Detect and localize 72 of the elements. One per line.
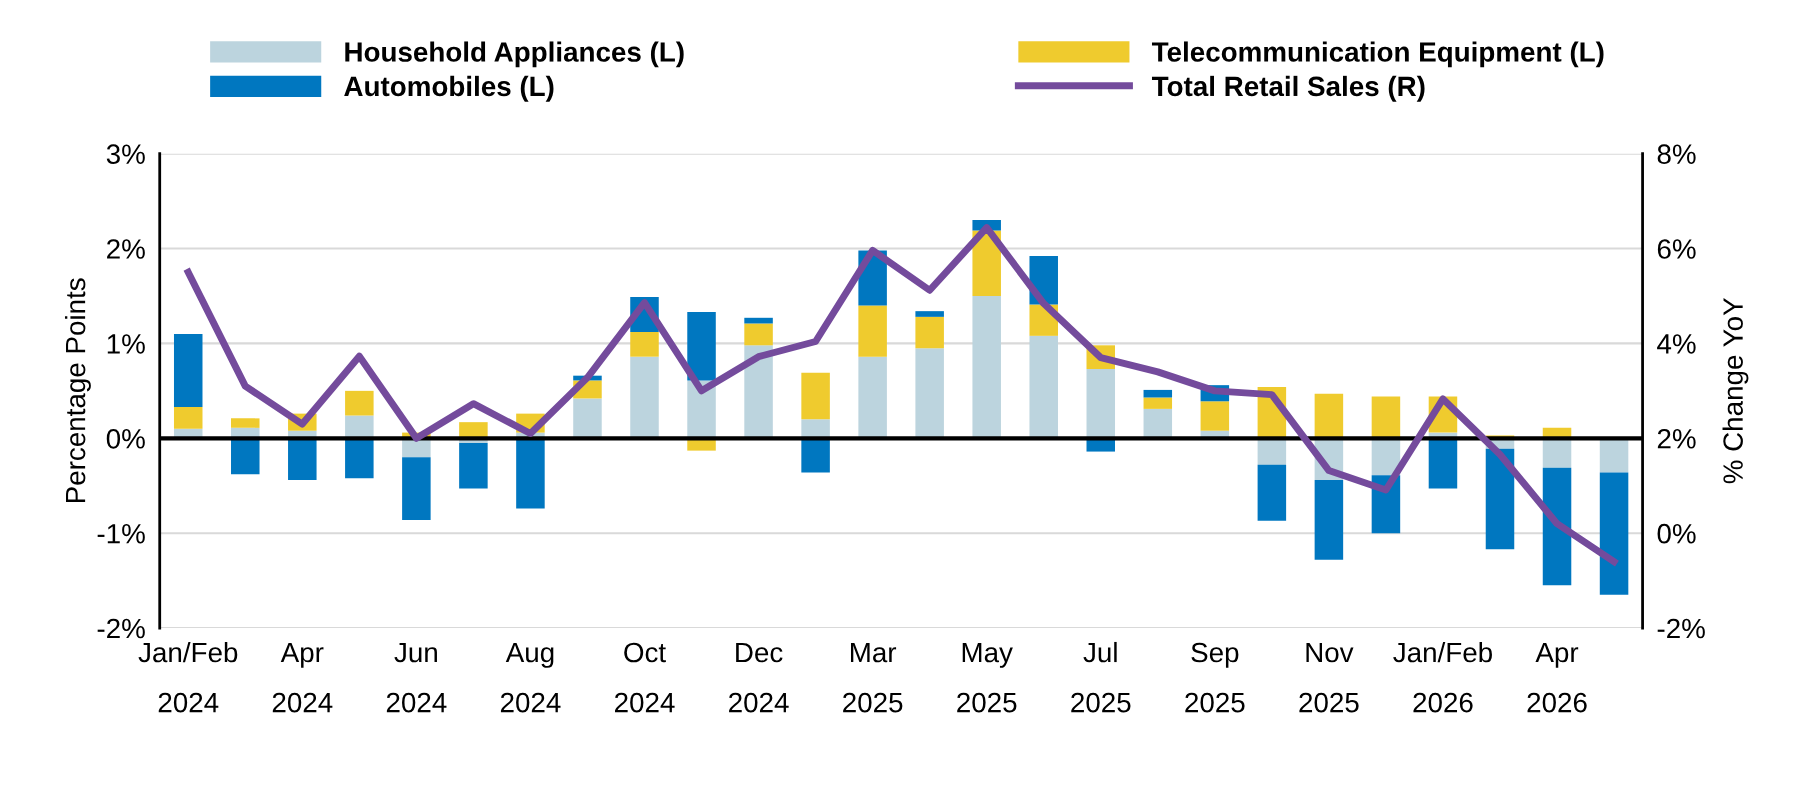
y2-tick-label: 8%	[1657, 144, 1696, 164]
bar	[915, 316, 944, 349]
bar	[573, 398, 602, 439]
bar	[801, 438, 830, 473]
bar	[1257, 438, 1287, 465]
x-tick-label: Jan/Feb 2026	[1393, 641, 1492, 713]
bar	[801, 372, 830, 420]
bar	[1485, 448, 1515, 550]
x-tick-label: Jul 2025	[1071, 641, 1131, 713]
x-tick-label: Apr 2024	[272, 642, 333, 713]
bar	[1314, 393, 1344, 439]
bar	[1086, 369, 1116, 439]
bar	[915, 311, 944, 317]
bar	[858, 356, 887, 439]
y-tick-label: 3%	[106, 144, 145, 164]
bar	[173, 406, 203, 429]
bar	[402, 457, 431, 520]
bar	[1314, 480, 1344, 560]
bar	[231, 418, 260, 428]
y-tick-label: 2%	[107, 239, 145, 259]
bar	[687, 312, 716, 381]
bar	[858, 305, 887, 357]
bar	[231, 438, 260, 475]
x-tick-label: Jun 2024	[386, 642, 447, 713]
y2-tick-label: 0%	[1657, 523, 1696, 544]
legend-label: Total Retail Sales (R)	[1151, 75, 1425, 102]
bar	[1428, 438, 1458, 489]
x-tick-label: Aug 2024	[500, 642, 561, 713]
bar	[1257, 464, 1287, 521]
x-tick-label: May 2025	[957, 642, 1017, 713]
x-tick-label: Apr 2026	[1527, 642, 1587, 713]
bar	[516, 438, 545, 509]
legend-label: Telecommunication Equipment (L)	[1151, 41, 1604, 68]
bar	[1599, 438, 1629, 473]
bar	[345, 438, 374, 479]
bar	[1542, 438, 1572, 468]
bar	[345, 390, 374, 416]
bar	[173, 333, 203, 407]
y2-tick-label: -2%	[1657, 618, 1705, 639]
y-tick-label: 1%	[107, 334, 145, 354]
bar	[744, 317, 773, 324]
bar	[1542, 467, 1572, 586]
x-tick-label: Dec 2024	[729, 642, 789, 713]
bar	[1200, 401, 1230, 431]
legend-label: Household Appliances (L)	[345, 41, 684, 68]
bar	[915, 348, 944, 439]
bar	[1371, 396, 1401, 439]
x-tick-label: Mar 2025	[843, 642, 903, 713]
bar	[459, 443, 488, 489]
bar	[288, 438, 317, 481]
x-tick-label: Oct 2024	[615, 642, 675, 713]
y-tick-label: -2%	[97, 618, 145, 639]
legend-label: Automobiles (L)	[344, 75, 554, 102]
bar	[1599, 472, 1629, 595]
y2-axis-title: % Change YoY	[1722, 298, 1749, 484]
y-tick-label: -1%	[97, 523, 145, 544]
x-tick-label: Nov 2025	[1299, 642, 1359, 713]
bar	[630, 356, 659, 439]
y2-tick-label: 2%	[1657, 428, 1696, 449]
y2-tick-label: 6%	[1657, 239, 1696, 259]
bar	[1143, 397, 1173, 409]
bar	[1143, 389, 1173, 398]
y-axis-title: Percentage Points	[64, 278, 91, 503]
bar	[630, 332, 659, 357]
y-tick-label: 0%	[106, 428, 145, 449]
bar	[972, 295, 1001, 439]
x-tick-label: Sep 2025	[1185, 642, 1245, 713]
bar	[1143, 408, 1173, 439]
bar	[744, 323, 773, 346]
y2-tick-label: 4%	[1657, 334, 1696, 354]
bar	[1029, 335, 1058, 439]
x-tick-label: Jan/Feb 2024	[138, 641, 238, 713]
